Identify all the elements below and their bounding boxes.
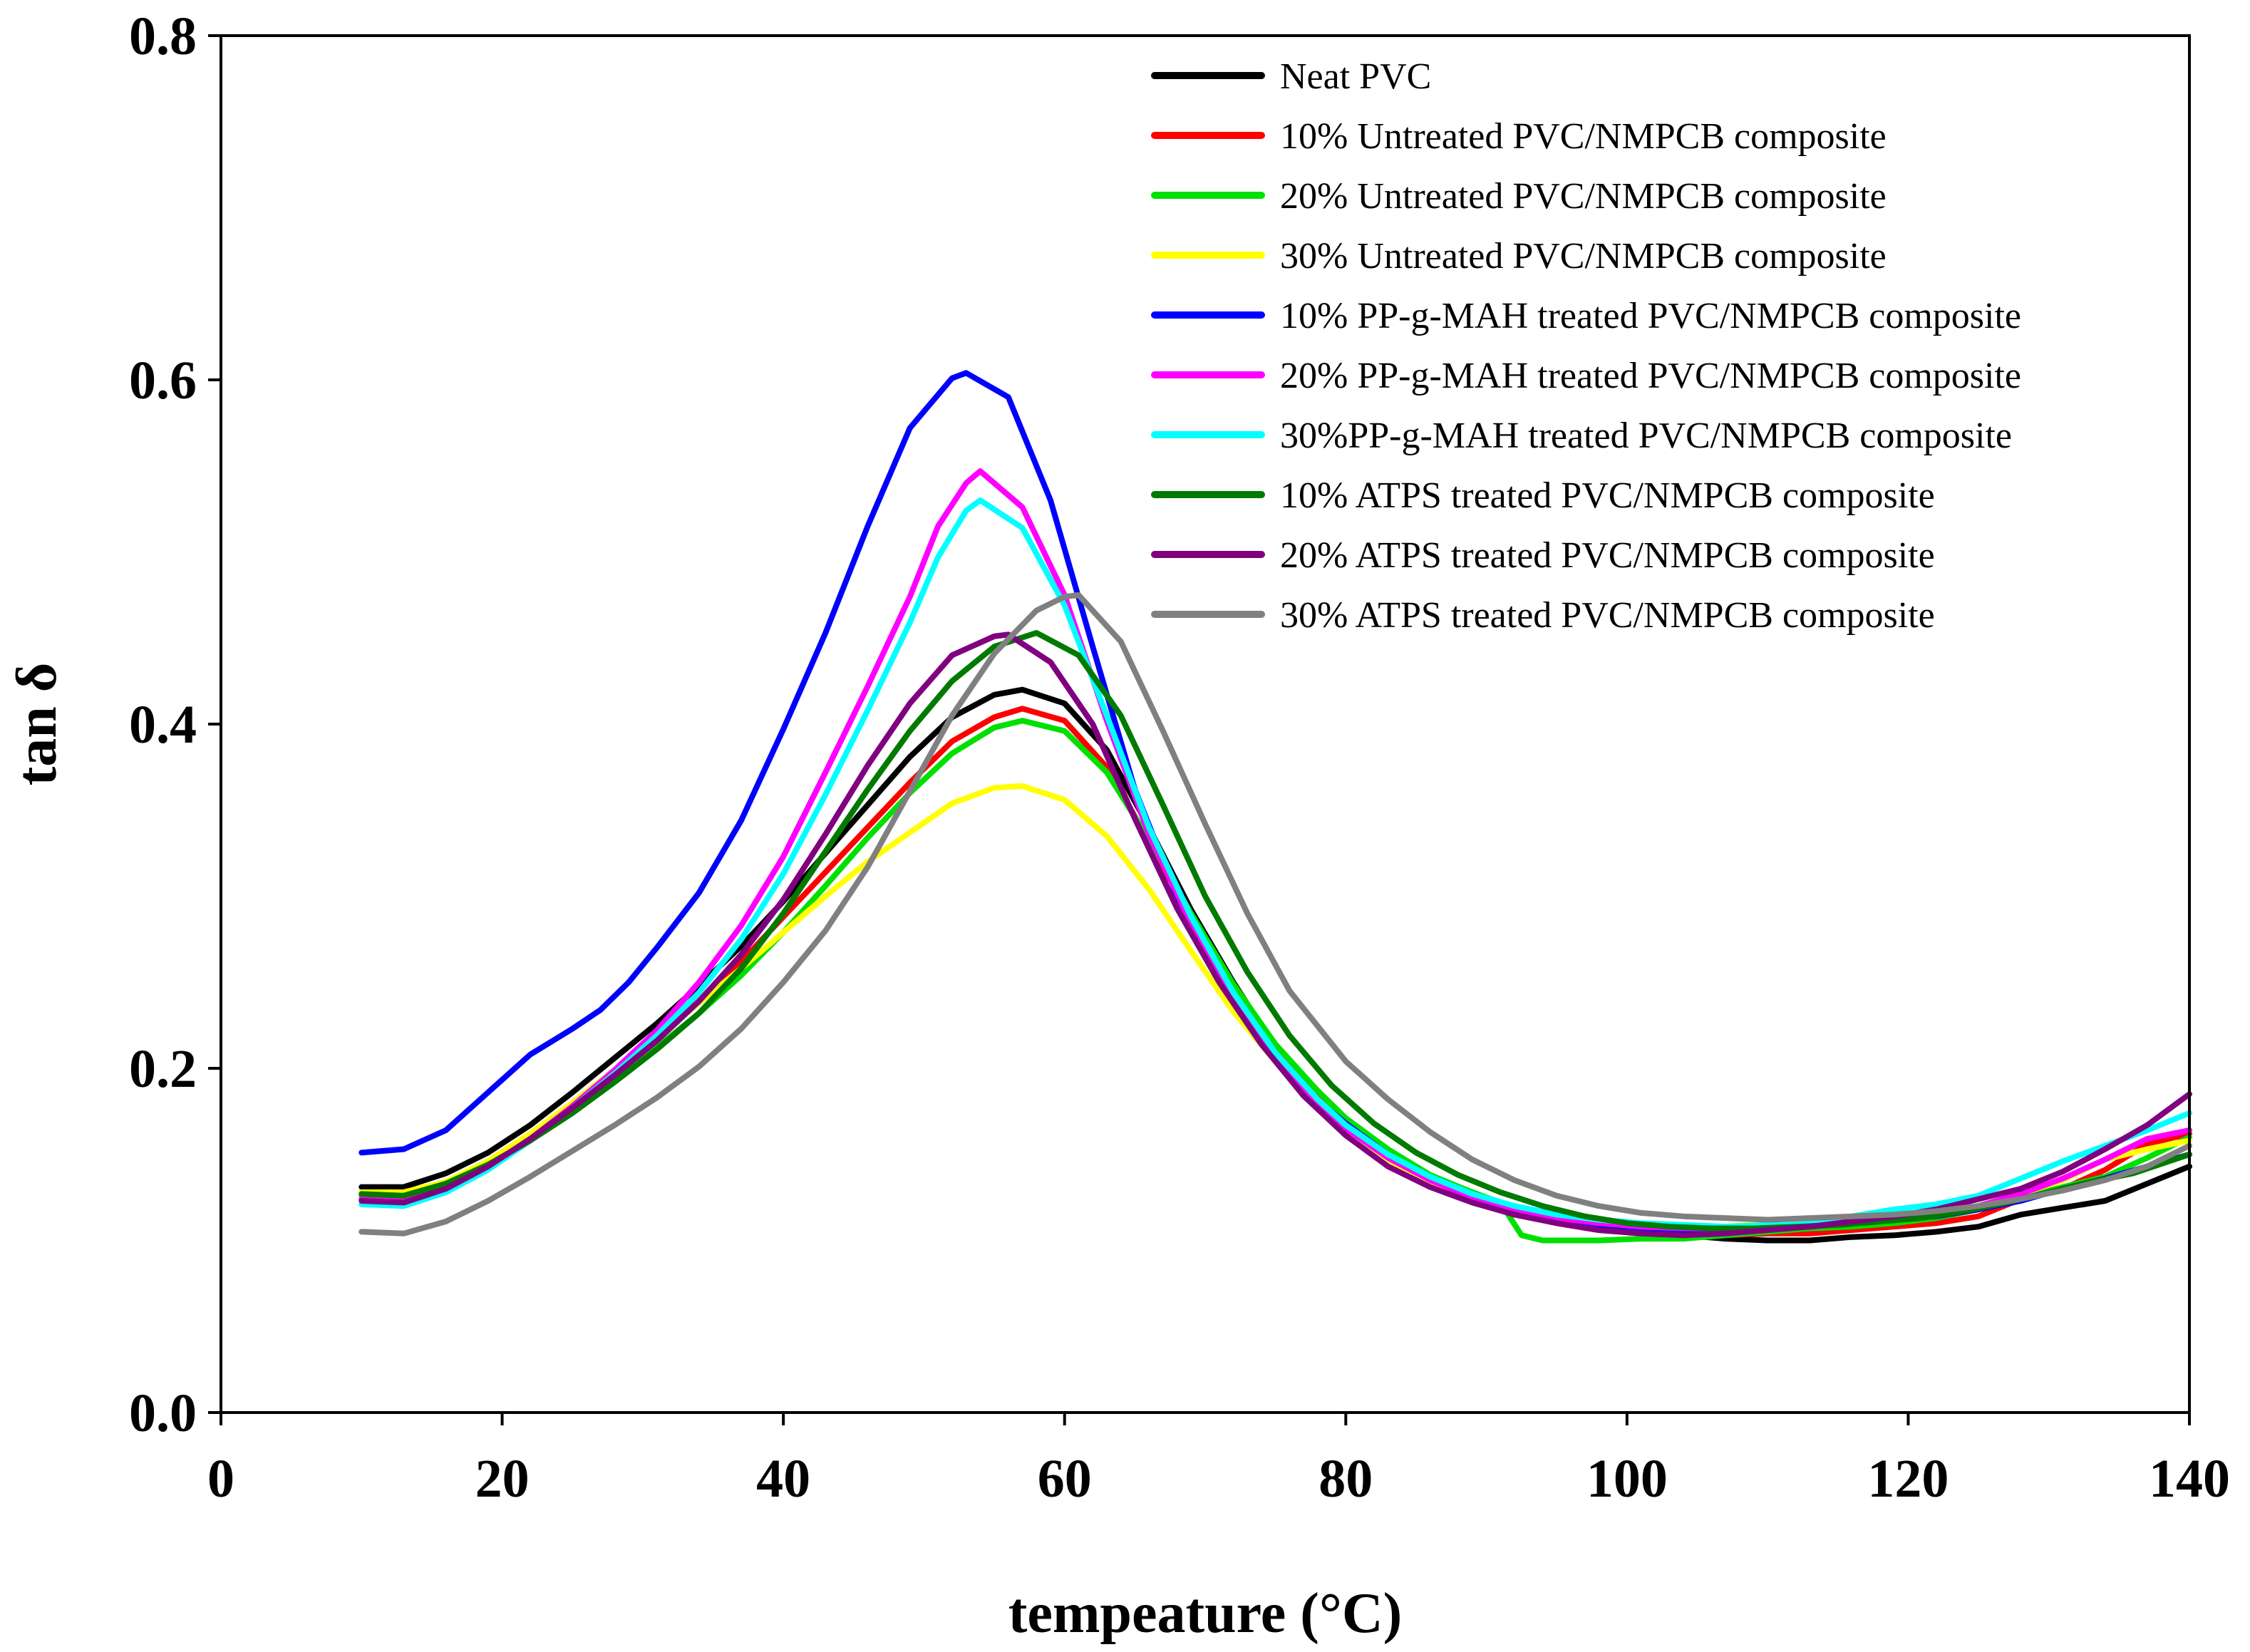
x-tick-label: 80 [1318,1449,1373,1509]
plot-frame-top-right [221,34,2191,1413]
series-line-10 [358,592,2192,1237]
x-tick-label: 40 [756,1449,810,1509]
legend-label: 30%PP-g-MAH treated PVC/NMPCB composite [1280,415,2012,456]
legend-label: 10% ATPS treated PVC/NMPCB composite [1280,475,1935,516]
legend-label: 20% Untreated PVC/NMPCB composite [1280,176,1887,217]
y-axis-title: tan δ [6,663,68,786]
series-line-9 [358,631,2192,1239]
legend-label: 10% Untreated PVC/NMPCB composite [1280,116,1887,157]
x-tick-label: 20 [475,1449,530,1509]
legend-label: 20% ATPS treated PVC/NMPCB composite [1280,535,1935,576]
y-tick-label: 0.6 [129,351,197,411]
y-tick-label: 0.0 [129,1383,197,1443]
series-line-8 [358,630,2192,1232]
plot-frame-left-bottom [220,36,2189,1414]
y-tick-label: 0.2 [129,1039,197,1099]
series-layer [358,370,2192,1244]
x-tick-label: 60 [1038,1449,1092,1509]
legend: Neat PVC 10% Untreated PVC/NMPCB composit… [1151,56,2021,636]
legend-label: 30% Untreated PVC/NMPCB composite [1280,236,1887,277]
x-tick-label: 100 [1586,1449,1668,1509]
legend-label: 20% PP-g-MAH treated PVC/NMPCB composite [1280,356,2021,396]
ticks-layer: 0 20 40 60 80 100 120 140 0.0 0.2 0.4 0.6 0.8 [129,6,2230,1509]
x-tick-label: 0 [207,1449,234,1509]
legend-label: Neat PVC [1280,56,1431,97]
y-tick-label: 0.4 [129,695,197,755]
x-tick-label: 140 [2149,1449,2230,1509]
series-line-3 [358,718,2192,1244]
axes-layer [220,34,2191,1414]
x-tick-label: 120 [1867,1449,1949,1509]
legend-label: 10% PP-g-MAH treated PVC/NMPCB composite [1280,296,2021,336]
x-axis-title: tempeature (°C) [1008,1582,1403,1645]
series-line-6 [358,468,2192,1232]
y-tick-label: 0.8 [129,6,197,66]
series-line-4 [358,783,2192,1232]
legend-label: 30% ATPS treated PVC/NMPCB composite [1280,595,1935,636]
